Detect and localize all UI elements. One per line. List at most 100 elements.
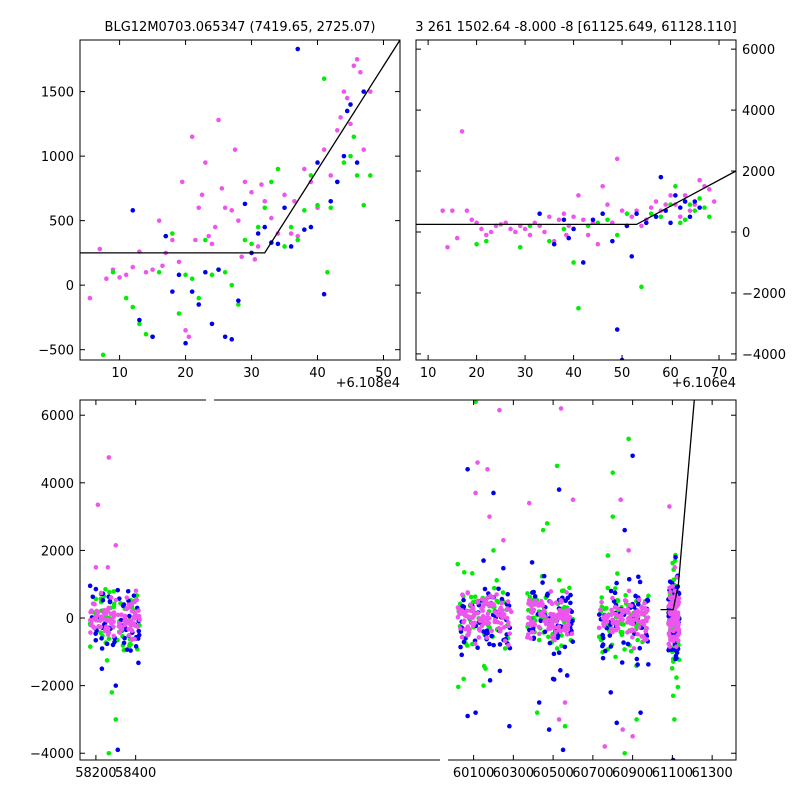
data-point-green — [123, 295, 129, 301]
data-point-green — [605, 553, 611, 558]
data-point-blue — [487, 641, 492, 647]
data-point-blue — [540, 580, 545, 585]
data-point-blue — [209, 321, 215, 327]
data-point-violet — [249, 189, 254, 195]
data-point-green — [242, 237, 248, 243]
data-point-blue — [491, 642, 496, 648]
data-point-violet — [536, 624, 542, 630]
data-point-green — [623, 593, 628, 598]
data-point-violet — [553, 619, 559, 624]
x-tick-label: 30 — [517, 366, 534, 381]
data-point-violet — [545, 617, 551, 623]
data-point-blue — [626, 576, 632, 582]
data-point-green — [483, 666, 488, 671]
data-point-blue — [302, 227, 307, 232]
data-point-violet — [682, 193, 688, 198]
data-point-violet — [541, 608, 547, 613]
x-tick-label: 10 — [420, 366, 437, 381]
data-point-blue — [236, 298, 241, 303]
data-point-violet — [183, 328, 188, 333]
model-line — [80, 40, 400, 254]
data-point-green — [282, 244, 287, 249]
data-point-violet — [613, 627, 619, 633]
data-point-violet — [484, 635, 490, 641]
data-point-blue — [630, 453, 635, 459]
data-point-blue — [115, 587, 121, 593]
data-point-blue — [566, 235, 572, 241]
data-point-violet — [186, 334, 192, 340]
data-point-violet — [124, 606, 129, 612]
data-point-violet — [459, 634, 465, 640]
data-point-violet — [487, 603, 492, 609]
data-point-green — [156, 269, 162, 275]
data-point-violet — [626, 548, 631, 553]
x-tick-label: 61300 — [691, 766, 732, 781]
data-point-violet — [504, 615, 510, 621]
data-point-blue — [131, 593, 137, 598]
data-point-violet — [564, 632, 570, 637]
data-point-violet — [212, 224, 218, 230]
data-point-violet — [193, 237, 198, 243]
data-point-violet — [669, 621, 674, 627]
data-point-blue — [487, 678, 493, 683]
data-point-green — [189, 276, 195, 282]
data-point-violet — [668, 634, 674, 640]
data-point-green — [599, 595, 605, 600]
data-point-violet — [549, 635, 555, 640]
data-point-violet — [485, 466, 490, 472]
data-point-violet — [105, 565, 111, 570]
data-point-violet — [557, 628, 562, 633]
data-point-blue — [255, 231, 261, 236]
y-tick-label: −4000 — [30, 747, 74, 762]
data-point-violet — [480, 604, 486, 610]
data-point-blue — [87, 583, 93, 589]
data-point-green — [673, 183, 678, 189]
data-point-violet — [134, 597, 139, 603]
data-point-green — [87, 644, 93, 649]
data-point-violet — [645, 615, 651, 620]
data-point-blue — [568, 592, 573, 598]
data-point-blue — [547, 640, 553, 646]
data-point-violet — [106, 455, 112, 460]
data-point-blue — [497, 642, 503, 647]
data-point-violet — [635, 631, 640, 637]
data-point-violet — [600, 183, 605, 189]
data-point-blue — [614, 327, 620, 332]
data-point-green — [624, 211, 630, 217]
data-point-blue — [115, 747, 121, 753]
data-point-violet — [475, 598, 481, 604]
data-point-violet — [707, 187, 712, 192]
x-tick-label: 40 — [309, 366, 326, 381]
data-point-green — [209, 272, 215, 278]
data-point-violet — [445, 244, 450, 250]
data-point-green — [556, 577, 562, 583]
data-point-blue — [546, 727, 552, 732]
x-tick-label: 40 — [565, 366, 582, 381]
data-point-violet — [465, 590, 471, 595]
data-point-violet — [219, 186, 225, 191]
data-point-violet — [670, 614, 676, 620]
data-point-violet — [489, 628, 494, 634]
data-point-blue — [677, 205, 683, 210]
data-point-green — [534, 710, 540, 715]
data-point-green — [308, 173, 314, 178]
data-point-blue — [120, 603, 126, 609]
data-point-violet — [94, 608, 100, 614]
data-point-violet — [618, 497, 624, 503]
data-point-violet — [677, 214, 683, 220]
data-point-green — [626, 436, 631, 442]
data-point-green — [554, 646, 560, 651]
axis-break-bottom — [440, 756, 448, 764]
data-point-green — [677, 220, 683, 226]
data-point-blue — [558, 668, 563, 673]
data-point-blue — [341, 153, 347, 159]
data-point-green — [648, 211, 654, 217]
data-point-blue — [170, 289, 175, 294]
data-point-green — [196, 295, 202, 301]
data-point-green — [361, 202, 367, 208]
data-point-green — [106, 750, 112, 756]
data-point-violet — [614, 156, 620, 162]
data-point-green — [675, 684, 681, 690]
data-point-violet — [460, 592, 465, 597]
x-tick-label: 60500 — [532, 766, 573, 781]
